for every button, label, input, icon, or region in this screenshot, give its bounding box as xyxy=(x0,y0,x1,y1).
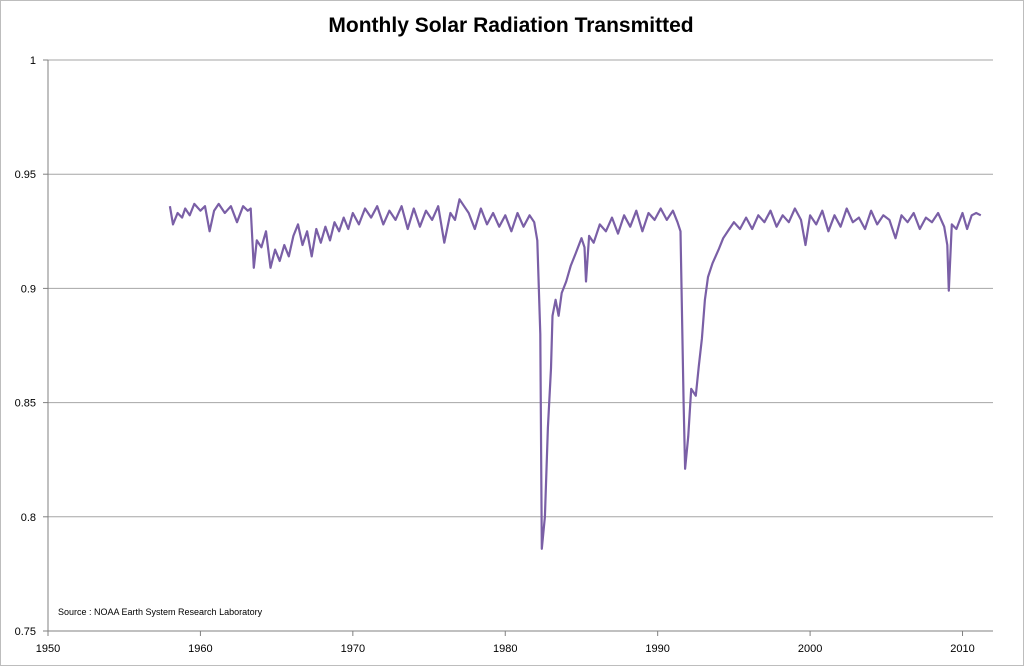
source-annotation: Source : NOAA Earth System Research Labo… xyxy=(58,607,263,617)
chart-title: Monthly Solar Radiation Transmitted xyxy=(328,14,694,37)
x-tick-label: 1990 xyxy=(645,643,669,655)
x-tick-label: 1950 xyxy=(36,643,60,655)
gridlines xyxy=(48,59,993,518)
y-tick-labels: 0.75 0.8 0.85 0.9 0.95 1 xyxy=(15,55,36,638)
x-tick-label: 2010 xyxy=(950,643,974,655)
series-layer xyxy=(168,198,982,550)
y-tick-label: 0.85 xyxy=(15,398,36,410)
x-tick-label: 1970 xyxy=(341,643,365,655)
axes xyxy=(43,59,993,636)
x-tick-label: 1960 xyxy=(188,643,212,655)
x-tick-label: 2000 xyxy=(798,643,822,655)
y-tick-label: 1 xyxy=(30,55,36,67)
y-tick-label: 0.75 xyxy=(15,626,36,638)
y-tick-label: 0.95 xyxy=(15,169,36,181)
x-tick-label: 1980 xyxy=(493,643,517,655)
y-tick-label: 0.9 xyxy=(21,283,36,295)
series-line-0 xyxy=(168,198,982,550)
x-tick-labels: 1950 1960 1970 1980 1990 2000 2010 xyxy=(36,643,975,655)
y-tick-label: 0.8 xyxy=(21,512,36,524)
